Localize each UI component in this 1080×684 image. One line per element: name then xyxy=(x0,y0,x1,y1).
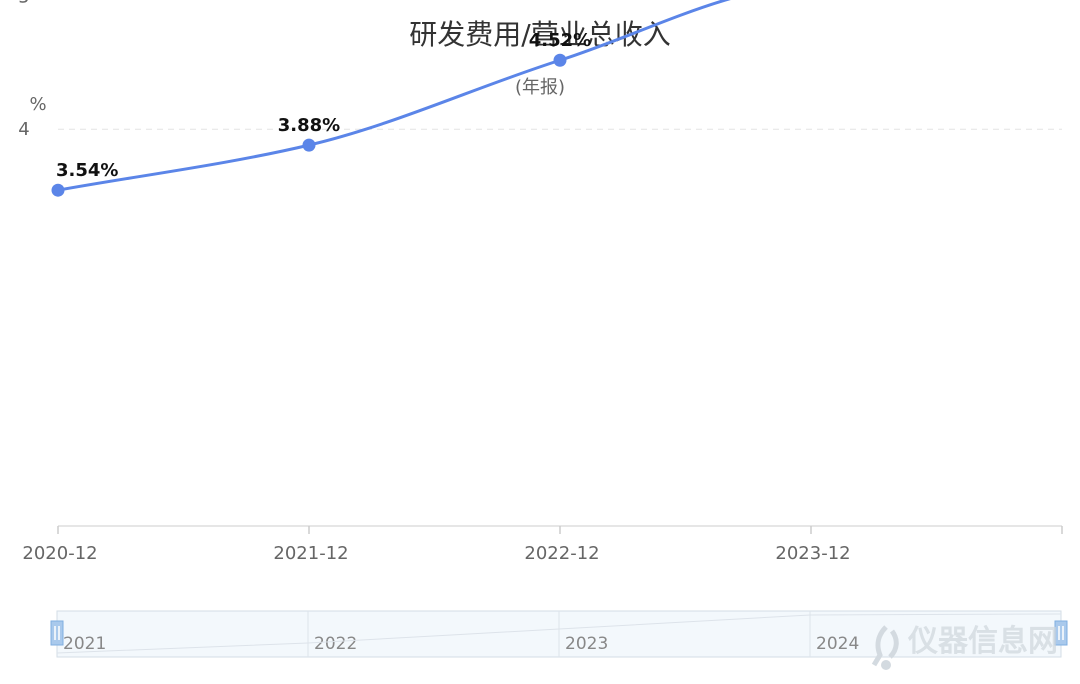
watermark-logo-icon xyxy=(871,625,899,670)
x-tick-label: 2022-12 xyxy=(524,543,599,564)
data-zoom-label: 2023 xyxy=(565,634,608,654)
x-tick-label: 2023-12 xyxy=(775,543,850,564)
x-axis: 2020-12 2021-12 2022-12 2023-12 xyxy=(22,525,1063,564)
data-labels: 3.54%3.88%4.52%5.09%5.12% xyxy=(56,30,591,181)
y-axis-ticks: 45 xyxy=(18,0,29,140)
data-label: 3.88% xyxy=(278,115,340,136)
grid-lines xyxy=(58,128,1062,130)
data-point xyxy=(553,53,567,67)
handle-body xyxy=(1054,620,1068,646)
data-label: 4.52% xyxy=(529,30,591,51)
data-zoom-label: 2024 xyxy=(816,634,859,654)
x-tick-label: 2021-12 xyxy=(273,543,348,564)
data-zoom-label: 2021 xyxy=(63,634,106,654)
data-label: 3.54% xyxy=(56,160,118,181)
y-tick-label: 4 xyxy=(18,119,29,140)
data-points xyxy=(51,53,567,197)
y-tick-label: 5 xyxy=(18,0,29,8)
watermark: 仪器信息网 xyxy=(871,624,1058,670)
data-zoom-preview-line xyxy=(56,613,1062,654)
data-zoom-label: 2022 xyxy=(314,634,357,654)
x-tick-label: 2020-12 xyxy=(22,543,97,564)
data-zoom-left-handle[interactable] xyxy=(50,620,64,646)
handle-body xyxy=(50,620,64,646)
data-point xyxy=(302,138,316,152)
data-zoom-right-handle[interactable] xyxy=(1054,620,1068,646)
watermark-text: 仪器信息网 xyxy=(907,624,1058,659)
data-point xyxy=(51,183,65,197)
chart-subtitle: (年报) xyxy=(515,77,565,98)
y-axis-unit: % xyxy=(29,94,46,115)
